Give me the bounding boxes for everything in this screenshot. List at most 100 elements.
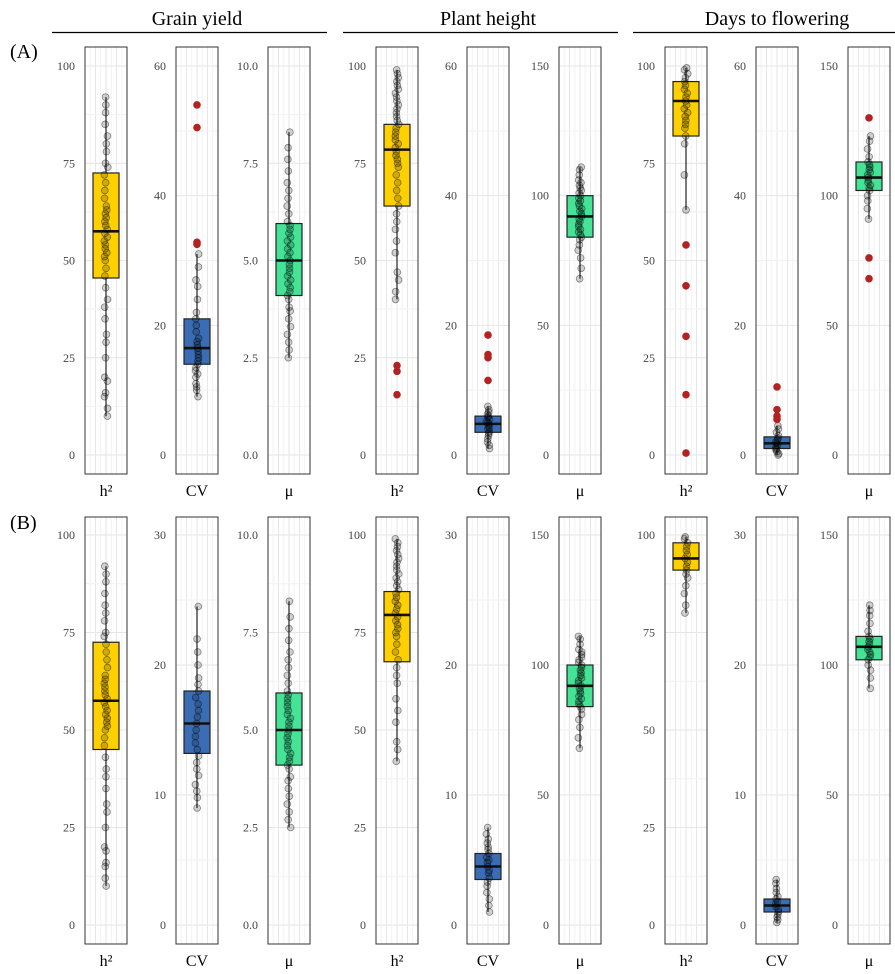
data-point [283,272,292,280]
data-point [101,229,109,238]
panel-a-grain-yield-mu: 0.0 2.5 5.0 7.5 10.0 μ [237,46,311,500]
data-point [864,173,872,182]
data-point [863,204,872,213]
data-point [774,451,782,459]
panel-a-plant-height-cv: 0 20 40 60 CV [445,46,510,500]
data-point [864,661,872,669]
data-point [772,444,781,453]
data-point [391,225,400,234]
data-point [284,315,293,323]
data-point [100,843,109,851]
labels-layer: Grain yield Plant height Days to flowering… [10,8,895,534]
data-point [576,635,585,643]
data-point [394,101,403,109]
y-tick-label: 20 [445,318,457,332]
data-point [394,202,403,210]
data-point [193,713,202,721]
panel-a-plant-height-mu: 0 50 100 150 μ [531,46,602,500]
data-point [391,132,400,140]
data-point [393,745,402,754]
data-point [394,570,403,578]
data-point [193,804,201,812]
data-point [286,276,295,284]
data-point [285,808,294,816]
data-point [681,112,690,121]
data-point [772,895,780,903]
data-point [683,558,692,567]
data-point [285,264,294,273]
data-point [683,89,692,98]
data-point [392,147,401,156]
data-point [772,438,780,446]
data-point [284,167,293,175]
data-point [286,307,294,315]
panel-border [84,516,128,945]
y-tick-label: 50 [354,254,366,268]
outlier-point [484,350,492,359]
data-point [103,722,112,730]
data-point [772,888,781,897]
data-point [392,593,401,602]
data-point [773,897,782,906]
data-point [103,706,111,715]
data-point [864,178,872,187]
data-point [771,900,780,908]
data-point [284,636,293,645]
data-point [774,908,783,916]
data-point [100,392,109,401]
data-point [191,732,200,741]
data-point [103,663,112,672]
data-point [101,221,110,230]
data-point [194,602,203,611]
data-point [192,308,201,317]
category-label-mu: μ [865,483,874,500]
data-point [391,89,400,98]
data-point [284,784,293,793]
data-point [485,874,494,882]
box-iqr [92,172,120,279]
data-point [394,585,403,594]
data-point [773,913,781,921]
data-point [285,624,293,633]
data-point [283,178,292,187]
data-point [682,566,691,574]
data-point [194,250,203,258]
data-point [392,210,401,218]
data-point [392,124,400,133]
data-point [681,132,690,140]
data-point [192,787,201,795]
data-point [391,128,400,136]
data-point [193,337,201,346]
data-point [286,287,294,296]
data-point [102,800,111,808]
data-point [485,849,493,858]
data-point [284,815,292,824]
y-tick-label: 0 [543,918,549,932]
data-point [577,681,585,690]
data-point [284,252,292,261]
data-point [100,733,109,742]
data-point [393,566,401,574]
data-point [866,132,875,140]
panel-border [847,46,891,475]
y-tick-label: 75 [643,626,655,640]
data-point [577,648,586,656]
category-label-cv: CV [477,953,500,969]
data-point [774,449,783,458]
data-point [482,417,491,426]
data-point [101,272,109,280]
data-point [574,246,583,254]
data-point [193,340,202,349]
data-point [483,418,492,427]
data-point [285,718,293,726]
data-point [577,661,586,669]
data-point [576,666,585,674]
y-tick-label: 0.0 [243,918,258,932]
data-point [393,679,402,687]
y-tick-label: 0 [451,918,457,932]
y-tick-label: 0 [360,448,366,462]
data-point [577,710,586,719]
y-tick-label: 30 [445,528,457,542]
box-iqr [672,542,700,571]
data-point [285,303,293,311]
